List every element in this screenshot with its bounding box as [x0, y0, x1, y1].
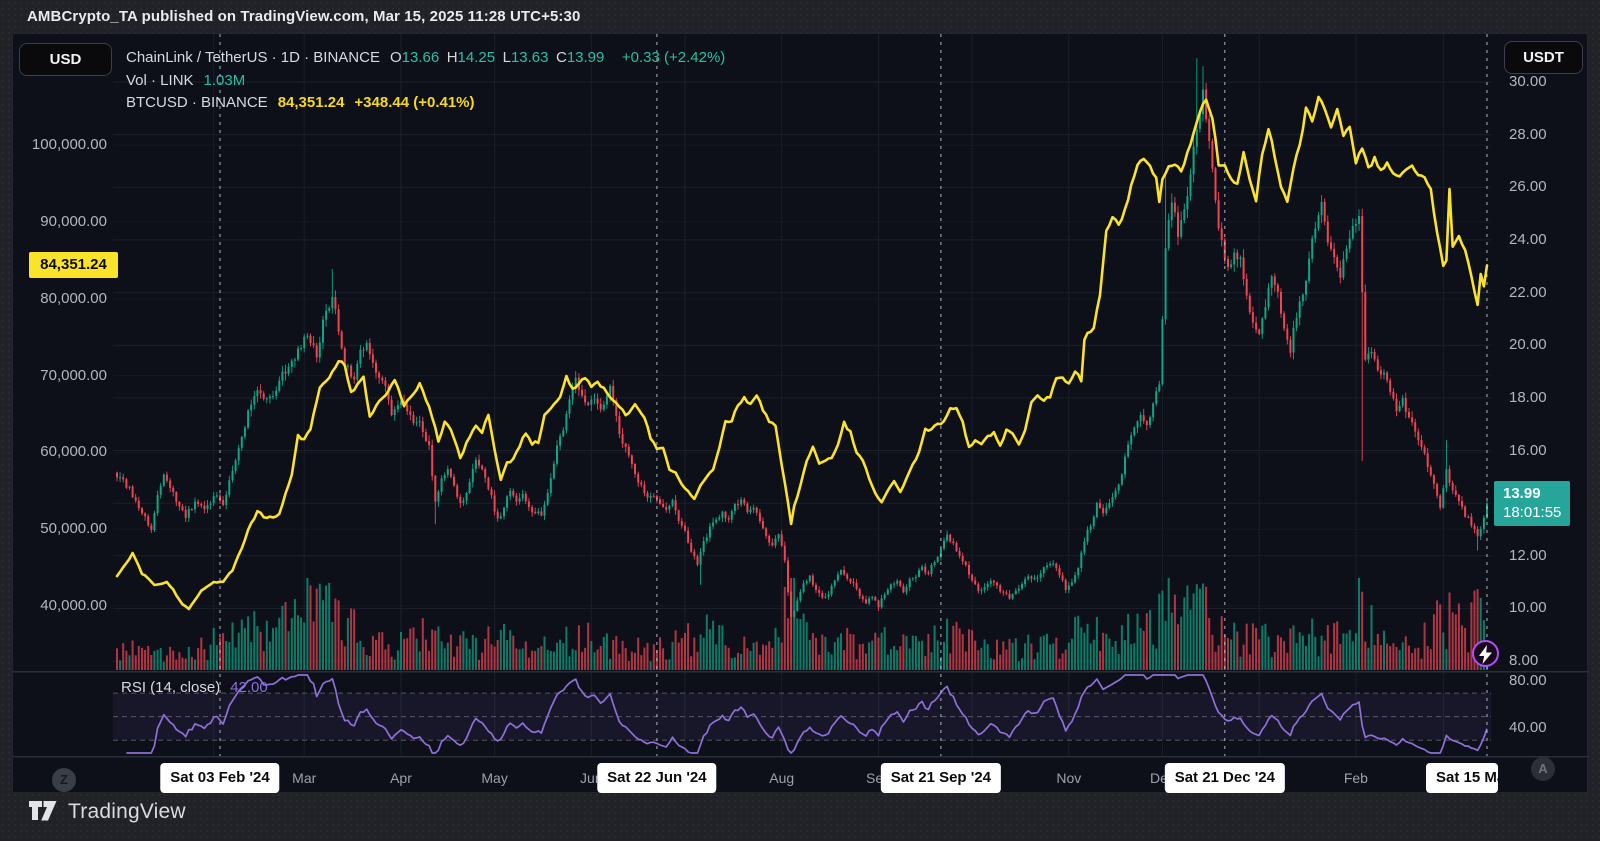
- overlay-symbol: BTCUSD · BINANCE: [126, 94, 268, 111]
- ohlc-key: C: [555, 49, 567, 66]
- ohlc-values: O13.66 H14.25 L13.63 C13.99: [390, 49, 612, 66]
- tradingview-wordmark: TradingView: [68, 800, 186, 823]
- legend-overlay-row[interactable]: BTCUSD · BINANCE 84,351.24 +348.44 (+0.41%…: [126, 92, 725, 115]
- overlay-price: 84,351.24: [277, 94, 345, 111]
- legend-symbol-row[interactable]: ChainLink / TetherUS · 1D · BINANCE O13.6…: [126, 47, 725, 70]
- volume-label: Vol · LINK: [126, 71, 194, 89]
- tradingview-icon: [29, 801, 57, 821]
- symbol-change: +0.33 (+2.42%): [621, 49, 726, 66]
- ohlc-key: O: [389, 49, 402, 66]
- tradingview-attribution[interactable]: TradingView: [28, 800, 186, 824]
- chart-widget: 100,000.00 90,000.00 80,000.00 70,000.00 60,…: [12, 33, 1589, 794]
- ohlc-key: H: [446, 49, 458, 66]
- ohlc-value: 13.99: [566, 49, 612, 66]
- rsi-indicator-legend[interactable]: RSI (14, close) 42.00: [121, 679, 268, 696]
- ohlc-value: 14.25: [457, 49, 503, 66]
- volume-value: 1.03M: [203, 71, 246, 89]
- ohlc-key: L: [502, 49, 511, 66]
- rsi-label: RSI (14, close): [121, 679, 221, 696]
- hint-z-button[interactable]: Z: [52, 768, 76, 792]
- left-scale-currency-button[interactable]: USD: [19, 43, 112, 76]
- candlestick-series: [116, 58, 1488, 640]
- overlay-change: +348.44 (+0.41%): [354, 94, 475, 111]
- legend-volume-row[interactable]: Vol · LINK 1.03M: [126, 70, 725, 93]
- instant-trading-lightning-button[interactable]: [1472, 640, 1499, 667]
- symbol-title: ChainLink / TetherUS · 1D · BINANCE: [126, 49, 380, 66]
- chart-canvas[interactable]: [13, 34, 1589, 794]
- btc-overlay-line: [115, 95, 1489, 611]
- volume-series: [116, 578, 1488, 670]
- ohlc-value: 13.63: [510, 49, 556, 66]
- right-scale-currency-button[interactable]: USDT: [1504, 41, 1583, 74]
- rsi-line: [126, 674, 1488, 754]
- hint-a-button[interactable]: A: [1531, 757, 1555, 781]
- attribution-text: AMBCrypto_TA published on TradingView.co…: [27, 8, 581, 25]
- attribution-bar: AMBCrypto_TA published on TradingView.co…: [0, 0, 1600, 33]
- rsi-value: 42.00: [230, 679, 268, 696]
- lightning-icon: [1479, 644, 1492, 664]
- legend: ChainLink / TetherUS · 1D · BINANCE O13.6…: [126, 47, 725, 115]
- ohlc-value: 13.66: [401, 49, 447, 66]
